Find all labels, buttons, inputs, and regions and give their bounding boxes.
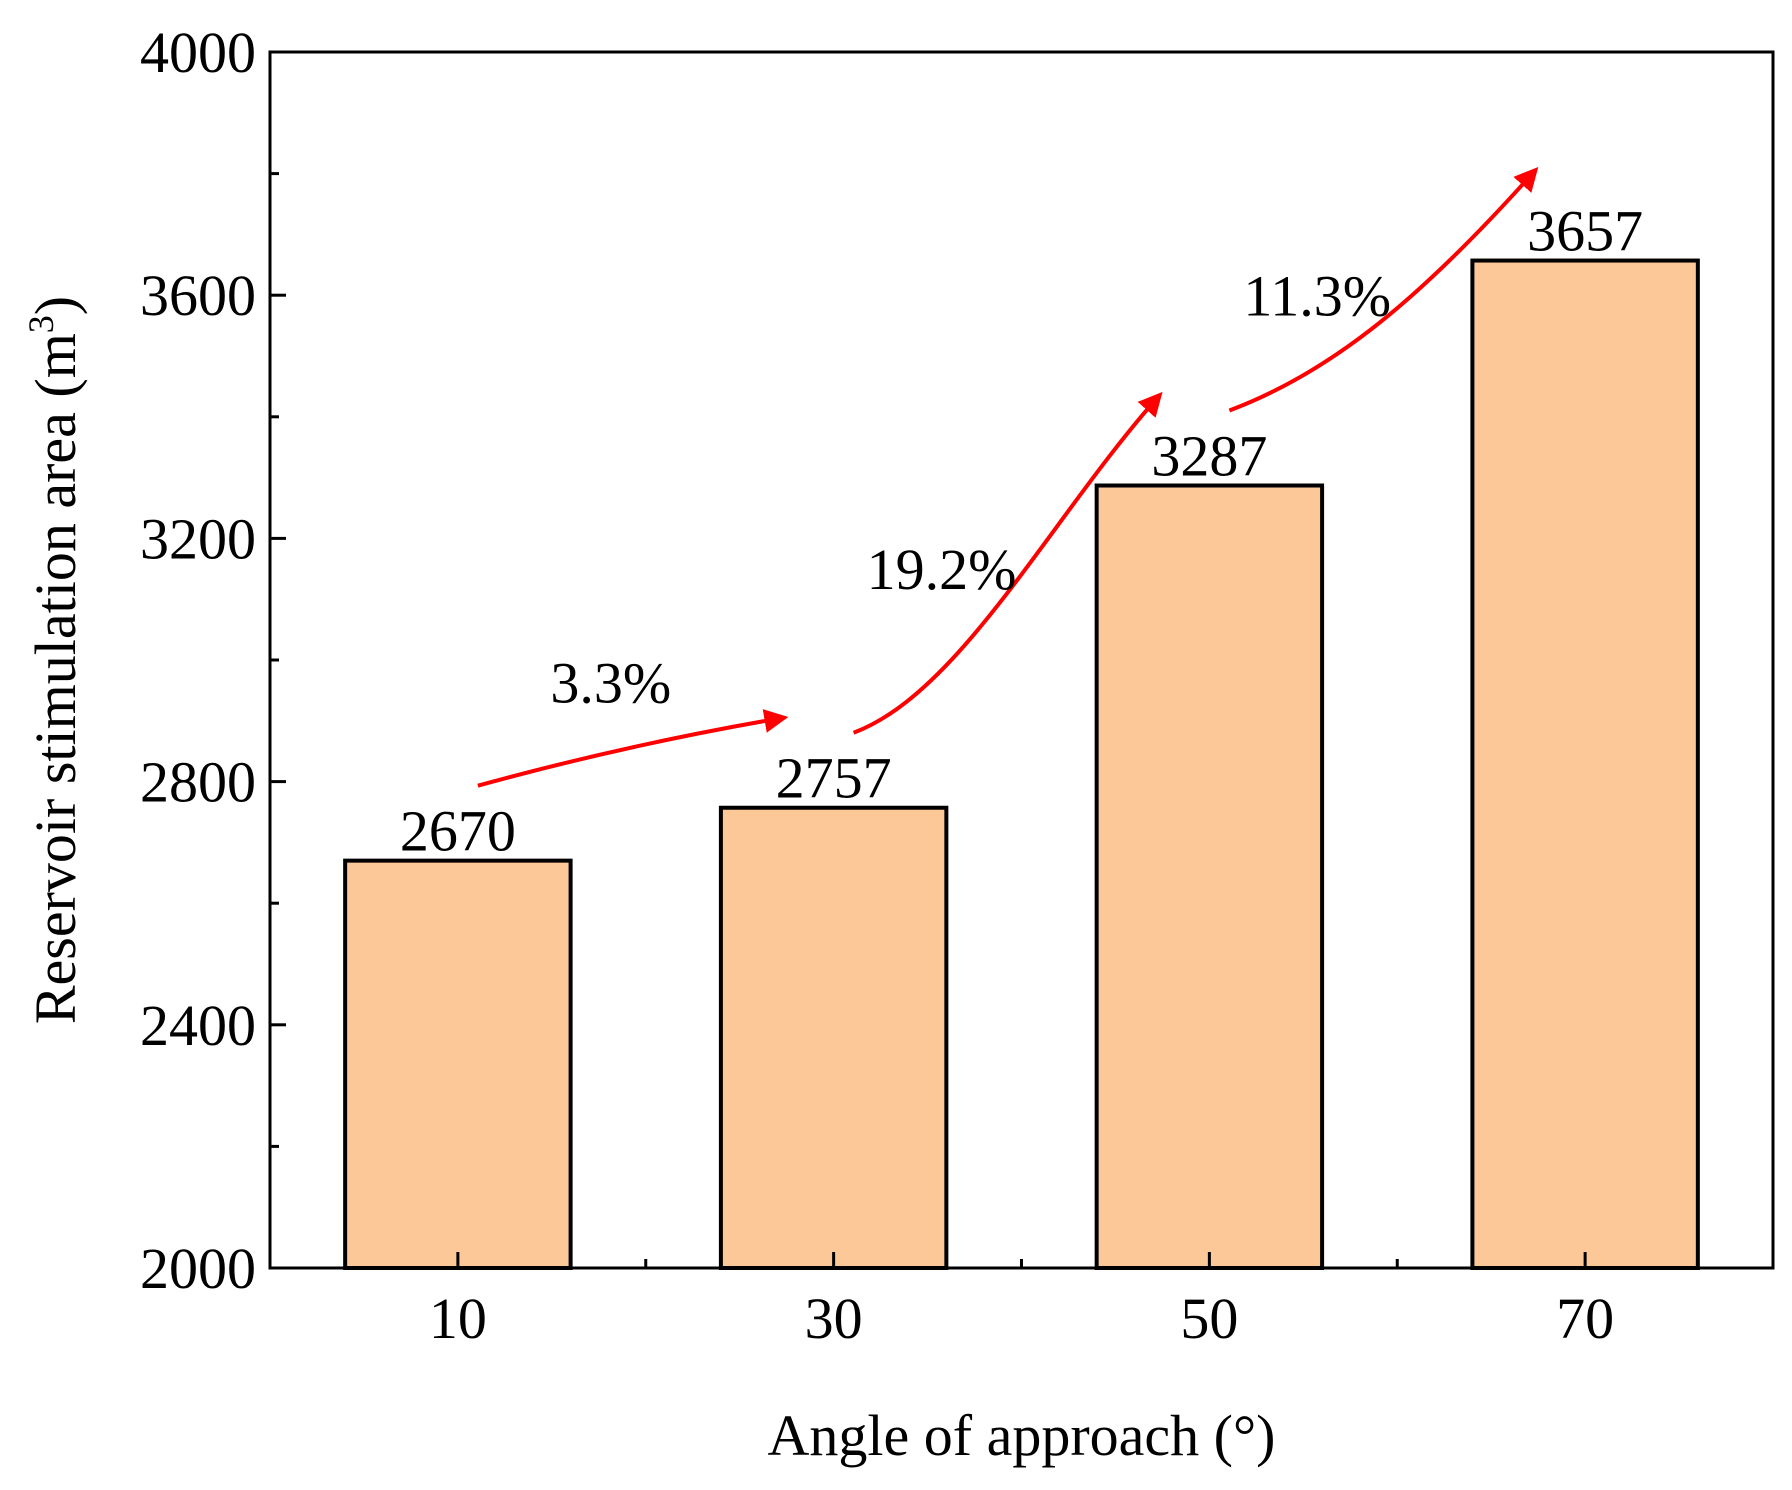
data-label-70: 3657 [1527,199,1643,264]
x-tick-label-70: 70 [1556,1286,1614,1351]
y-tick-label-2400: 2400 [140,993,256,1058]
x-axis-title: Angle of approach (°) [768,1403,1276,1468]
y-tick-label-2000: 2000 [140,1236,256,1301]
bar-50 [1094,483,1325,1270]
y-tick-label-3600: 3600 [140,263,256,328]
y-axis-title: Reservoir stimulation area (m3) [21,296,88,1024]
increase-arrow-3 [1228,166,1539,413]
data-label-50: 3287 [1151,424,1267,489]
increase-label-3: 11.3% [1243,264,1391,329]
data-label-10: 2670 [400,799,516,864]
y-tick-label-3200: 3200 [140,506,256,571]
x-axis: 10 30 50 70 [429,1252,1614,1351]
annotation-arrows-layer: 3.3% 19.2% 11.3% [477,166,1539,788]
data-labels-layer: 2670 2757 3287 3657 [400,199,1643,864]
y-axis-title-main: Reservoir stimulation area (m [23,333,88,1024]
bar-70 [1470,258,1700,1270]
y-axis: 2000 2400 2800 3200 3600 4000 [140,20,286,1301]
bar-30 [718,805,949,1271]
bars-layer [343,258,1700,1271]
x-tick-label-30: 30 [805,1286,863,1351]
y-tick-label-2800: 2800 [140,750,256,815]
x-tick-label-10: 10 [429,1286,487,1351]
bar-10 [343,858,573,1270]
increase-label-1: 3.3% [550,651,671,716]
increase-label-2: 19.2% [867,537,1017,602]
x-tick-label-50: 50 [1180,1286,1238,1351]
increase-arrow-1 [477,709,789,788]
y-axis-title-close: ) [23,296,88,315]
increase-arrow-2 [852,391,1163,735]
y-tick-label-4000: 4000 [140,20,256,85]
y-axis-title-superscript: 3 [21,315,61,333]
data-label-30: 2757 [776,746,892,811]
